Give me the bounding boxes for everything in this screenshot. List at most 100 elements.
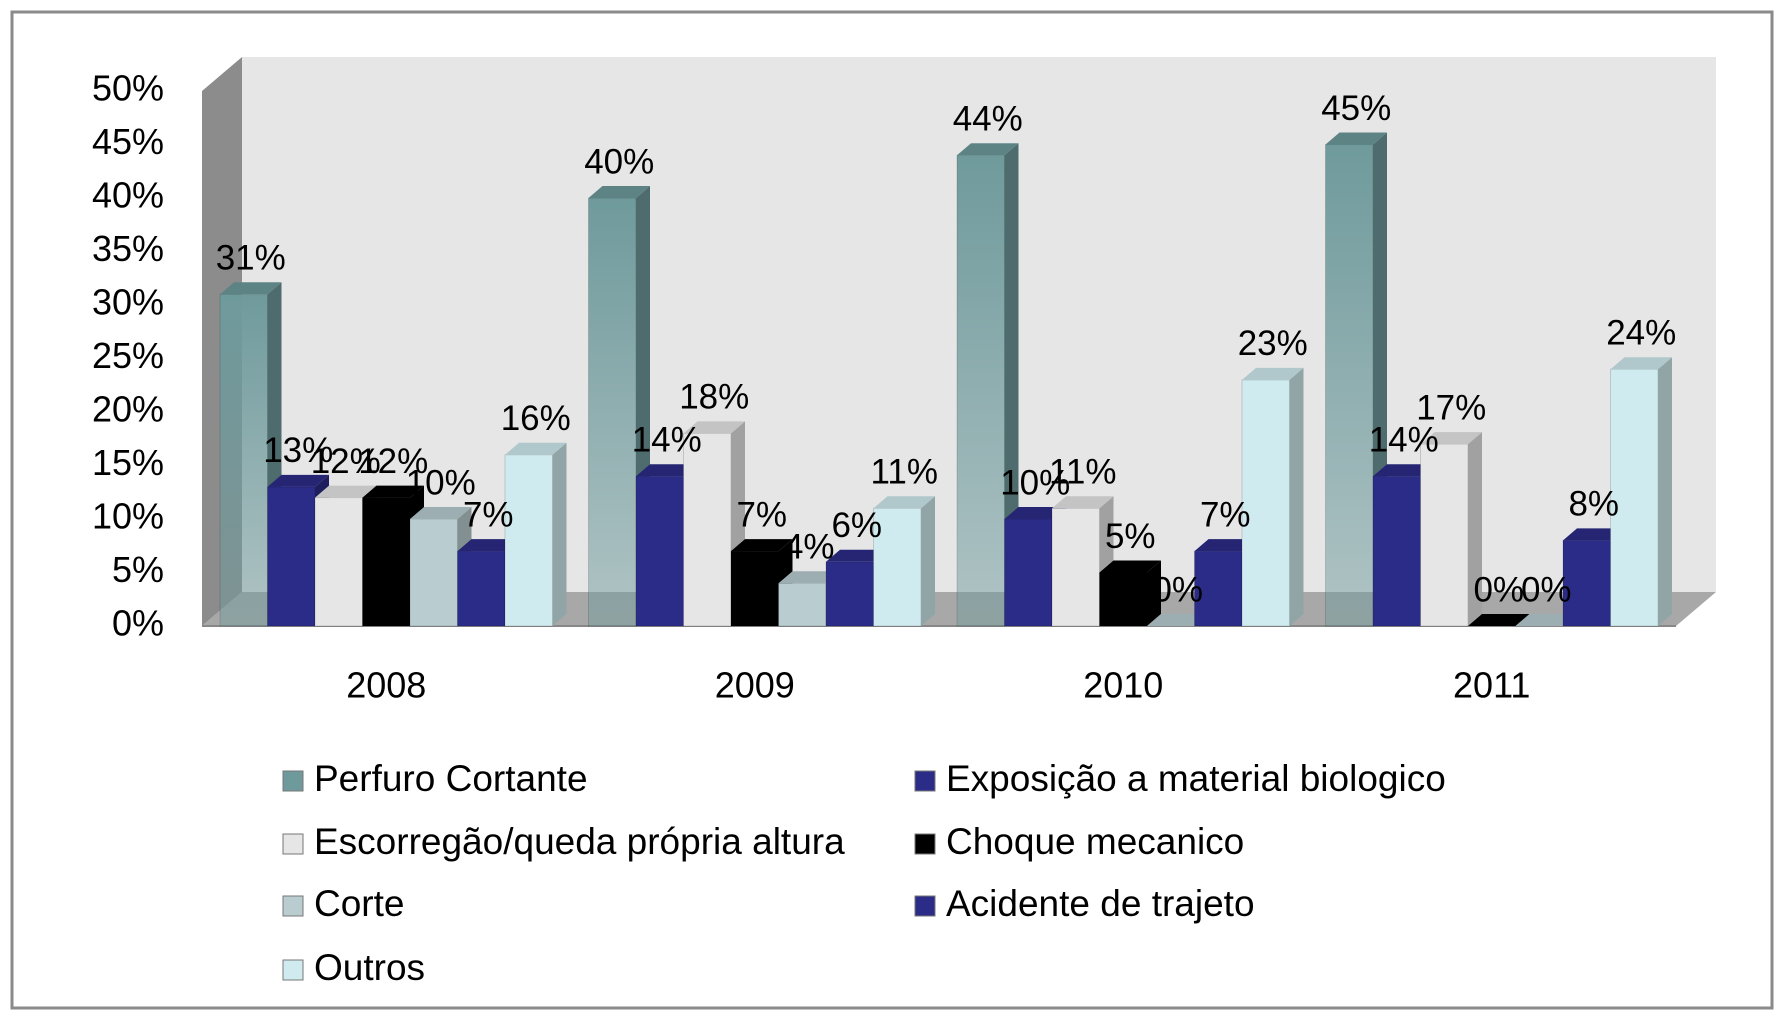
- bar-top: [1004, 507, 1066, 519]
- value-label: 45%: [1321, 89, 1391, 128]
- value-label: 8%: [1568, 485, 1619, 524]
- bar-side: [1468, 432, 1482, 626]
- x-tick-label: 2009: [715, 665, 795, 706]
- bar-top: [957, 143, 1019, 156]
- y-tick-label: 25%: [92, 335, 164, 376]
- value-label: 5%: [1105, 517, 1156, 556]
- bar-top: [731, 539, 793, 552]
- x-tick-label: 2011: [1453, 665, 1530, 706]
- bar: [267, 486, 316, 627]
- y-tick-label: 5%: [112, 549, 164, 590]
- y-tick-label: 30%: [92, 282, 164, 323]
- value-label: 18%: [679, 378, 749, 417]
- bar: [683, 432, 732, 627]
- bar: [956, 154, 1005, 627]
- y-tick-label: 10%: [92, 496, 164, 537]
- bar-top: [315, 485, 377, 498]
- bar: [504, 454, 553, 627]
- bar-top: [1420, 432, 1482, 445]
- bar-top: [1052, 496, 1114, 509]
- legend-label: Choque mecanico: [946, 821, 1244, 862]
- legend-swatch: [282, 833, 304, 855]
- bar-top: [1515, 614, 1577, 626]
- bar-side: [1289, 367, 1304, 626]
- y-tick-label: 40%: [92, 175, 164, 216]
- legend-swatch: [282, 895, 304, 917]
- value-label: 17%: [1416, 388, 1486, 427]
- bar-top: [873, 496, 935, 509]
- bar-top: [1325, 132, 1387, 145]
- y-tick-label: 45%: [92, 121, 164, 162]
- legend-swatch: [914, 833, 936, 855]
- bar-side: [1004, 143, 1019, 626]
- bar: [314, 497, 363, 627]
- value-label: 23%: [1238, 324, 1308, 363]
- bar: [635, 475, 684, 627]
- bar: [1099, 572, 1148, 627]
- bar-top: [1099, 560, 1161, 573]
- bar-side: [1147, 560, 1161, 626]
- value-label: 14%: [1369, 420, 1439, 459]
- value-label: 31%: [216, 239, 286, 278]
- y-tick-label: 15%: [92, 442, 164, 483]
- bar-top: [1242, 367, 1304, 380]
- bar: [362, 497, 411, 627]
- bar-top: [267, 474, 329, 487]
- value-label: 44%: [953, 99, 1023, 138]
- legend-label: Corte: [314, 883, 404, 924]
- y-tick-label: 20%: [92, 389, 164, 430]
- value-label: 0%: [1473, 570, 1524, 609]
- legend-swatch: [282, 770, 304, 792]
- x-tick-label: 2008: [346, 665, 426, 706]
- legend-swatch: [914, 895, 936, 917]
- bar: [588, 197, 637, 627]
- value-label: 10%: [406, 463, 476, 502]
- value-label: 11%: [871, 453, 938, 492]
- legend-label: Acidente de trajeto: [946, 883, 1255, 924]
- bar-top: [588, 186, 650, 198]
- bar-side: [921, 496, 935, 626]
- legend-swatch: [914, 770, 936, 792]
- legend-label: Escorregão/queda própria altura: [314, 821, 845, 862]
- bar: [219, 293, 268, 627]
- value-label: 24%: [1606, 313, 1676, 352]
- bar: [457, 550, 506, 627]
- bar-top: [1373, 464, 1435, 477]
- bar-top: [683, 421, 745, 434]
- legend-swatch: [282, 959, 304, 981]
- bar-top: [362, 485, 424, 498]
- bar-top: [1610, 357, 1672, 370]
- bar: [778, 582, 827, 627]
- bar-top: [457, 539, 519, 552]
- bar-top: [636, 464, 698, 477]
- bar-top: [1468, 614, 1530, 626]
- value-label: 12%: [311, 442, 381, 481]
- value-label: 11%: [1049, 453, 1116, 492]
- y-tick-label: 0%: [112, 603, 164, 644]
- bar: [730, 550, 779, 627]
- bar-top: [505, 442, 567, 455]
- y-tick-label: 50%: [92, 68, 164, 109]
- bar: [1051, 507, 1100, 627]
- bar-top: [826, 549, 888, 562]
- legend-label: Perfuro Cortante: [314, 758, 588, 799]
- value-label: 40%: [584, 142, 654, 181]
- bar: [409, 518, 458, 627]
- bar: [1372, 475, 1421, 627]
- bar: [1325, 144, 1374, 627]
- bar-top: [1194, 539, 1256, 552]
- value-label: 14%: [632, 420, 702, 459]
- value-label: 13%: [263, 431, 333, 470]
- x-tick-label: 2010: [1083, 665, 1163, 706]
- bar-side: [1658, 357, 1672, 626]
- bar: [1562, 539, 1611, 627]
- y-tick-label: 35%: [92, 228, 164, 269]
- value-label: 0%: [1521, 570, 1572, 609]
- bar-top: [410, 507, 472, 519]
- bar: [1420, 443, 1469, 627]
- value-label: 7%: [736, 495, 787, 534]
- bar-top: [220, 282, 282, 295]
- bar: [873, 507, 922, 627]
